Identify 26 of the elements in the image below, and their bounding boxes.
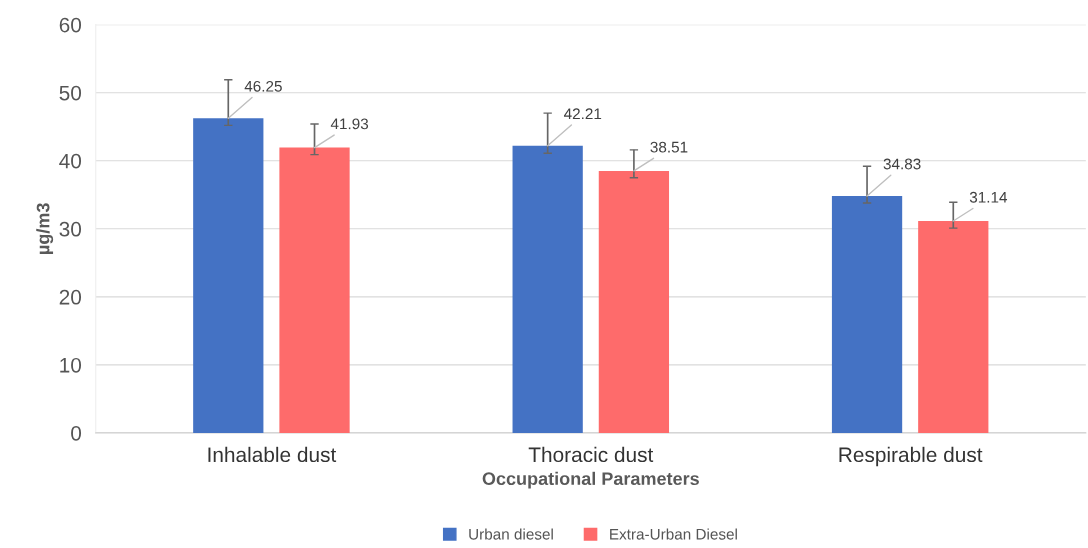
bar (918, 221, 989, 433)
y-axis-title: µg/m3 (36, 203, 54, 254)
x-tick-label: Thoracic dust (528, 446, 654, 463)
y-tick-label: 0 (71, 425, 82, 441)
x-tick-label: Inhalable dust (208, 446, 337, 463)
y-tick-label: 30 (59, 221, 82, 237)
y-tick-label: 50 (59, 85, 82, 101)
legend-label: Extra-Urban Diesel (610, 528, 737, 540)
data-label: 41.93 (330, 118, 369, 130)
bar (193, 118, 264, 433)
bar (598, 170, 670, 433)
y-tick-label: 10 (60, 357, 82, 373)
y-tick-label: 40 (59, 153, 82, 169)
y-tick-label: 60 (59, 17, 82, 33)
x-axis-title: Occupational Parameters (482, 471, 699, 489)
x-tick-label: Respirable dust (839, 446, 983, 467)
bar (831, 195, 903, 433)
bar (512, 145, 583, 433)
y-tick-label: 20 (59, 289, 82, 305)
bar (279, 147, 350, 433)
data-label: 34.83 (883, 158, 921, 170)
data-label: 31.14 (969, 191, 1008, 203)
data-label: 38.51 (650, 141, 688, 153)
data-label: 46.25 (244, 80, 282, 92)
legend-label: Urban diesel (469, 528, 553, 540)
data-label: 42.21 (563, 108, 602, 120)
